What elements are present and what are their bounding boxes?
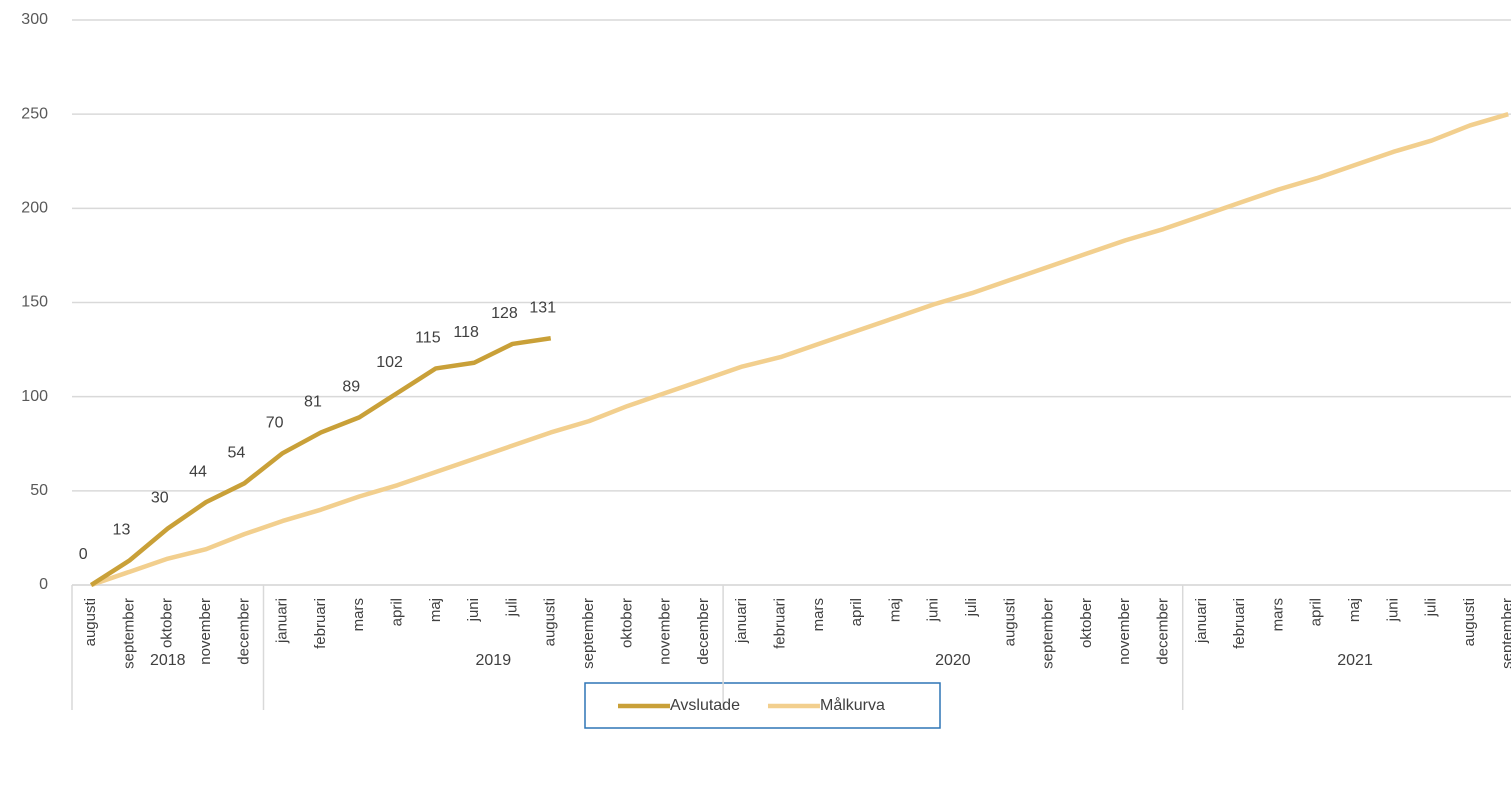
x-tick-label: oktober [159, 598, 176, 648]
x-tick-label: februari [312, 598, 329, 649]
x-tick-label: januari [1193, 598, 1210, 644]
x-tick-label: april [1308, 598, 1325, 626]
data-label: 0 [79, 546, 88, 563]
x-tick-label: december [235, 598, 252, 665]
y-tick-label: 300 [21, 11, 48, 28]
x-tick-label: mars [1269, 598, 1286, 631]
x-tick-label: november [657, 598, 674, 665]
data-label: 131 [529, 300, 556, 317]
x-tick-label: januari [274, 598, 291, 644]
x-tick-label: juni [925, 598, 942, 622]
x-tick-label: juni [1384, 598, 1401, 622]
x-tick-label: februari [772, 598, 789, 649]
x-tick-label: september [120, 598, 137, 669]
x-tick-label: oktober [618, 598, 635, 648]
series-line [89, 336, 552, 587]
data-label: 115 [415, 330, 441, 347]
x-tick-label: juli [963, 598, 980, 617]
y-tick-label: 150 [21, 294, 48, 311]
x-tick-label: november [1116, 598, 1133, 665]
x-tick-label: september [1040, 598, 1057, 669]
x-tick-label: mars [350, 598, 367, 631]
x-tick-label: juni [465, 598, 482, 622]
data-label: 128 [491, 305, 518, 322]
y-tick-label: 200 [21, 200, 48, 217]
data-label: 44 [189, 463, 207, 480]
year-label: 2019 [476, 652, 512, 669]
data-label: 81 [304, 394, 322, 411]
legend-label: Målkurva [820, 696, 885, 714]
y-tick-label: 100 [21, 388, 48, 405]
data-label: 89 [342, 379, 360, 396]
x-tick-label: november [197, 598, 214, 665]
y-tick-label: 0 [39, 576, 48, 593]
x-tick-label: juli [1423, 598, 1440, 617]
series-line [90, 112, 1509, 588]
data-label: 102 [376, 354, 403, 371]
x-tick-label: oktober [1078, 598, 1095, 648]
x-tick-label: september [1499, 598, 1511, 669]
data-label: 30 [151, 490, 169, 507]
legend-label: Avslutade [670, 697, 740, 714]
x-tick-label: april [848, 598, 865, 626]
x-tick-label: maj [427, 598, 444, 622]
year-label: 2018 [150, 652, 186, 669]
data-label: 13 [113, 522, 131, 539]
x-tick-label: augusti [1461, 598, 1478, 646]
x-tick-label: juli [503, 598, 520, 617]
x-tick-label: augusti [542, 598, 559, 646]
x-tick-label: februari [1231, 598, 1248, 649]
year-label: 2021 [1337, 652, 1373, 669]
year-label: 2020 [935, 652, 971, 669]
x-tick-label: december [1155, 598, 1172, 665]
x-tick-label: september [580, 598, 597, 669]
x-tick-label: maj [886, 598, 903, 622]
x-tick-label: augusti [82, 598, 99, 646]
data-label: 70 [266, 414, 284, 431]
data-label: 118 [453, 324, 479, 341]
x-tick-label: april [389, 598, 406, 626]
x-tick-label: maj [1346, 598, 1363, 622]
y-tick-label: 50 [30, 482, 48, 499]
x-tick-label: augusti [1001, 598, 1018, 646]
y-tick-label: 250 [21, 105, 48, 122]
data-label: 54 [227, 445, 245, 462]
x-tick-label: mars [810, 598, 827, 631]
x-tick-label: december [695, 598, 712, 665]
x-tick-label: januari [733, 598, 750, 644]
